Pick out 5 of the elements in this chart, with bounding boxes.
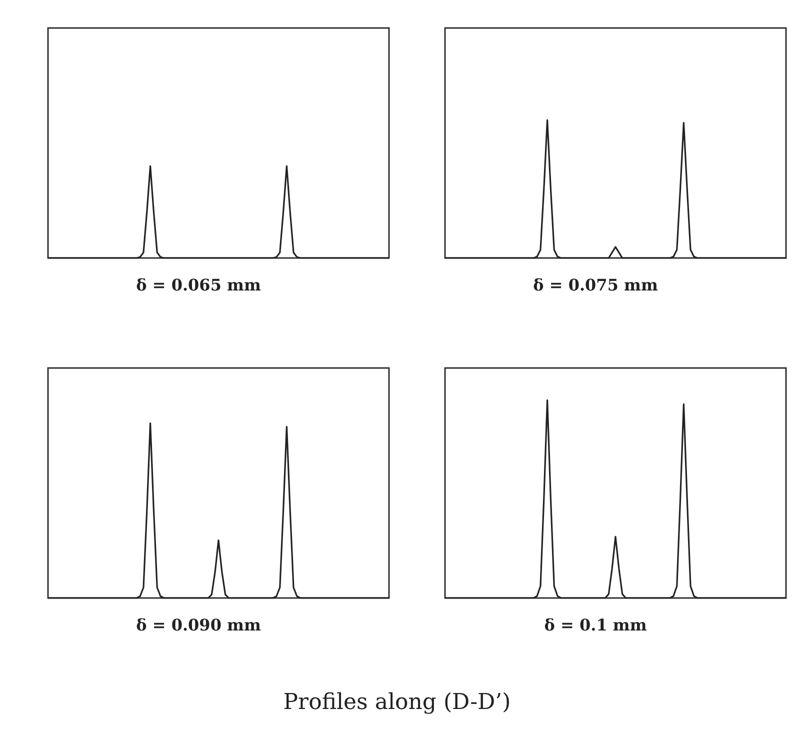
text: δ = 0.090 mm — [136, 616, 261, 634]
text: Profiles along (D-D’) — [282, 690, 512, 715]
text: δ = 0.065 mm — [136, 276, 261, 294]
text: δ = 0.075 mm — [533, 276, 658, 294]
text: δ = 0.1 mm — [544, 616, 647, 634]
